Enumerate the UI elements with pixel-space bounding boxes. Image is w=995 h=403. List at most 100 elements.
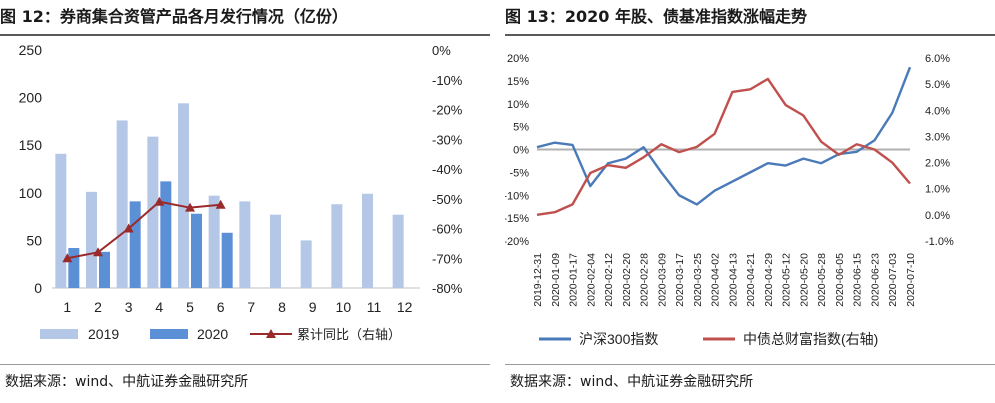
bar-2019 <box>178 103 189 288</box>
bar-2019 <box>392 214 404 288</box>
x-tick-label: 12 <box>397 299 413 315</box>
yoy-marker <box>185 202 195 212</box>
left-y-tick: 5% <box>513 122 529 134</box>
yoy-marker <box>215 199 226 209</box>
legend-label-hs300: 沪深300指数 <box>579 331 658 347</box>
left-source-rule <box>0 364 490 365</box>
yoy-marker <box>93 247 103 257</box>
bar-2019 <box>239 201 251 288</box>
x-tick-label: 10 <box>336 299 352 315</box>
left-y-tick: -5% <box>509 167 529 179</box>
left-title-rule <box>0 34 490 36</box>
bar-2020 <box>160 181 172 288</box>
left-y-tick: 15% <box>507 76 529 88</box>
legend-label-bond: 中债总财富指数(右轴) <box>743 331 878 347</box>
right-y-tick: -10% <box>432 73 463 88</box>
bar-2019 <box>208 195 220 288</box>
x-tick-label: 2020-02-12 <box>603 253 615 307</box>
left-y-tick: 50 <box>26 232 42 248</box>
right-y-tick: 0% <box>432 43 451 58</box>
left-y-tick: 10% <box>507 99 529 111</box>
legend-swatch-2020 <box>150 329 188 339</box>
yoy-marker <box>62 253 73 263</box>
right-y-tick: -20% <box>432 103 463 118</box>
right-source: 数据来源：wind、中航证券金融研究所 <box>510 374 754 390</box>
bond-index-line <box>536 77 911 217</box>
bar-2019 <box>55 153 67 288</box>
x-tick-label: 2020-04-29 <box>763 253 775 307</box>
left-y-tick: -10% <box>505 190 529 202</box>
right-source-rule <box>505 364 995 365</box>
x-tick-label: 2020-02-20 <box>621 253 633 307</box>
bar-2019 <box>300 240 312 288</box>
x-tick-label: 2020-01-17 <box>568 253 580 307</box>
legend-swatch-2019 <box>40 329 78 339</box>
left-y-tick: 200 <box>19 90 43 106</box>
x-tick-label: 11 <box>367 299 382 315</box>
x-tick-label: 2 <box>94 299 102 315</box>
right-y-tick: 4.0% <box>925 105 950 117</box>
x-tick-label: 5 <box>186 299 194 315</box>
left-y-tick: -15% <box>505 213 529 225</box>
left-chart: 0 50 100 150 200 250 0% -10% -20% -30% -40% -50% -60… <box>19 42 463 342</box>
right-panel: 图 13：2020 年股、债基准指数涨幅走势 20% 15% 10% 5% 0% -5% -… <box>505 0 995 403</box>
right-y-tick: 0.0% <box>925 210 950 222</box>
x-tick-label: 7 <box>247 299 255 315</box>
left-y-tick: 0% <box>513 145 529 157</box>
x-tick-label: 2020-05-28 <box>816 253 828 307</box>
x-tick-label: 2020-02-28 <box>639 253 651 307</box>
x-tick-label: 2020-03-17 <box>674 253 686 307</box>
right-y-tick: -50% <box>432 192 463 207</box>
right-y-tick: -30% <box>432 132 463 147</box>
right-chart-title: 图 13：2020 年股、债基准指数涨幅走势 <box>505 7 807 26</box>
yoy-marker <box>123 223 134 233</box>
legend-label-yoy: 累计同比（右轴） <box>297 327 401 342</box>
left-panel: 图 12：券商集合资管产品各月发行情况（亿份） 0 50 100 150 200 250 0… <box>0 0 490 403</box>
yoy-marker <box>154 196 165 206</box>
x-tick-label: 4 <box>155 299 163 315</box>
right-y-tick: 1.0% <box>925 184 950 196</box>
x-tick-label: 2020-06-05 <box>834 253 846 307</box>
bar-2020 <box>221 232 233 288</box>
x-tick-label: 9 <box>309 299 317 315</box>
left-y-tick: -20% <box>505 236 529 248</box>
x-tick-label: 2020-07-10 <box>905 253 917 307</box>
x-tick-label: 2020-03-09 <box>656 253 668 307</box>
x-tick-label: 2020-04-21 <box>745 253 757 307</box>
x-tick-label: 2020-07-03 <box>887 253 899 307</box>
x-tick-label: 2020-05-12 <box>781 253 793 307</box>
bar-2019 <box>270 214 281 288</box>
x-tick-label: 2020-02-04 <box>585 253 597 307</box>
right-chart: 20% 15% 10% 5% 0% -5% -10% -15% -20% 6.0% 5.0% 4.0%… <box>505 53 954 347</box>
x-tick-label: 8 <box>278 299 286 315</box>
bar-2020 <box>191 213 202 288</box>
bar-2020 <box>129 201 141 288</box>
x-tick-label: 2020-04-13 <box>727 253 739 307</box>
left-y-tick: 0 <box>34 280 42 296</box>
bar-2019 <box>86 191 97 288</box>
right-title-rule <box>505 34 995 36</box>
x-tick-label: 3 <box>125 299 133 315</box>
right-y-tick: 6.0% <box>925 53 950 65</box>
right-y-tick: 5.0% <box>925 79 950 91</box>
right-y-tick: -1.0% <box>925 236 954 248</box>
x-tick-label: 2020-04-02 <box>710 253 722 307</box>
left-y-tick: 150 <box>19 137 43 153</box>
hs300-line <box>536 66 912 206</box>
x-tick-label: 6 <box>217 299 225 315</box>
bar-2020 <box>68 248 80 288</box>
x-tick-label: 1 <box>63 299 71 315</box>
right-y-tick: 3.0% <box>925 131 950 143</box>
x-tick-label: 2020-05-20 <box>798 253 810 307</box>
legend-marker-yoy <box>266 329 276 338</box>
left-y-tick: 250 <box>19 42 43 58</box>
legend-label-2019: 2019 <box>88 326 119 342</box>
left-chart-title: 图 12：券商集合资管产品各月发行情况（亿份） <box>0 7 348 26</box>
x-tick-label: 2020-06-23 <box>869 253 881 307</box>
x-tick-label: 2020-06-15 <box>852 253 864 307</box>
x-tick-label: 2020-01-09 <box>550 253 562 307</box>
legend-label-2020: 2020 <box>197 326 228 342</box>
right-y-tick: 2.0% <box>925 158 950 170</box>
bar-2020 <box>99 251 110 288</box>
right-y-tick: -40% <box>432 162 463 177</box>
